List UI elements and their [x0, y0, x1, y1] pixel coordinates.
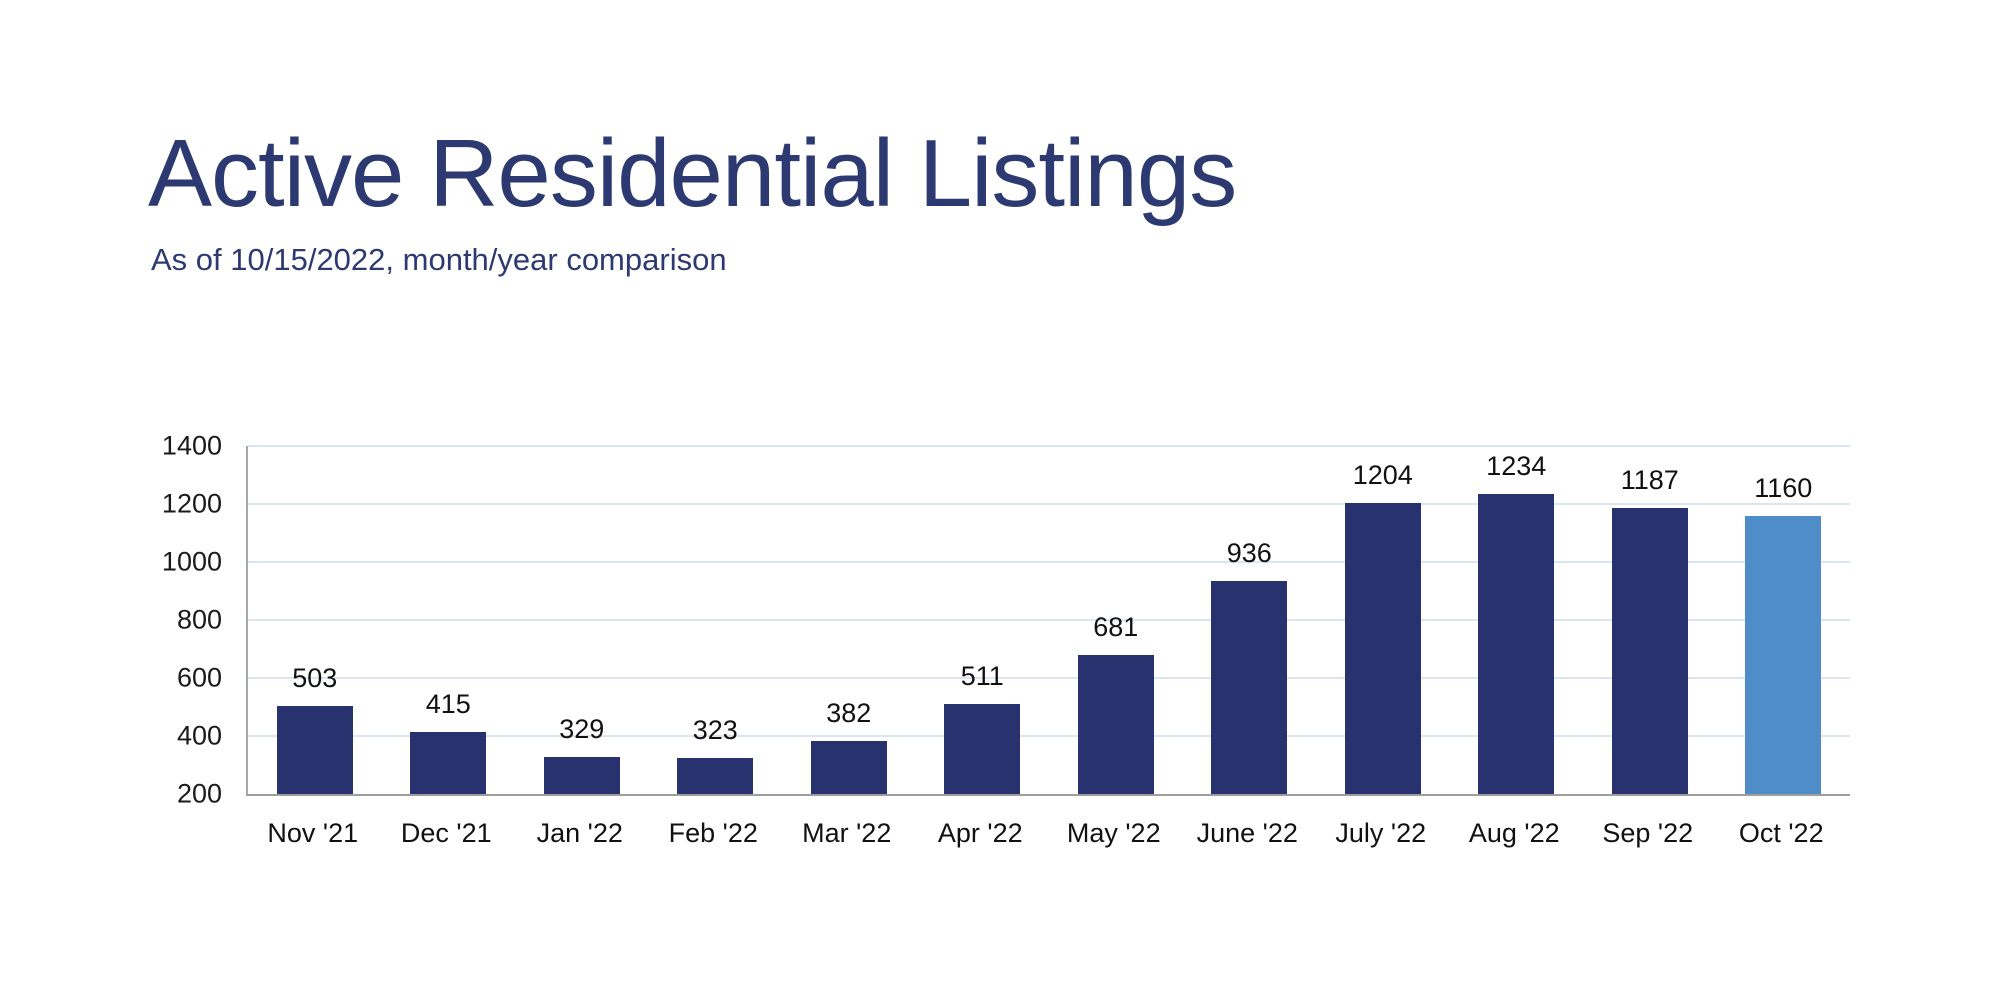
x-tick-label: Nov '21 [267, 818, 359, 848]
bar-value-label: 415 [425, 688, 471, 719]
gridline [248, 619, 1850, 621]
bar [410, 731, 487, 794]
y-tick-label: 1400 [161, 430, 222, 461]
x-tick-label: June '22 [1196, 818, 1298, 848]
bar-value-label: 681 [1093, 611, 1139, 642]
gridline [248, 445, 1850, 447]
x-tick-label: Apr '22 [937, 818, 1023, 848]
bar [276, 706, 353, 794]
bar [1211, 580, 1288, 794]
bar [1478, 494, 1555, 794]
x-tick-label: Aug '22 [1468, 818, 1560, 848]
y-tick-label: 800 [176, 604, 222, 635]
x-axis: Nov '21 Dec '21 Jan '22 Feb '22 Mar '22 Apr '… [246, 812, 1848, 856]
y-tick-label: 1200 [161, 488, 222, 519]
bar-highlighted [1745, 515, 1822, 794]
bar [677, 758, 754, 794]
x-tick-label: July '22 [1335, 818, 1427, 848]
bar-value-label: 382 [826, 698, 872, 729]
plot-area: 503 415 329 323 382 511 681 936 1204 1234 1187 1160 [246, 445, 1850, 796]
y-tick-label: 1000 [161, 546, 222, 577]
bar-value-label: 323 [692, 715, 738, 746]
y-tick-label: 600 [176, 662, 222, 693]
gridline [248, 677, 1850, 679]
bar [1344, 502, 1421, 794]
bar [1077, 654, 1154, 794]
bar-value-label: 936 [1226, 537, 1272, 568]
bar-value-label: 503 [292, 663, 338, 694]
gridline [248, 735, 1850, 737]
bar-value-label: 1234 [1486, 451, 1547, 482]
x-tick-label: Dec '21 [400, 818, 492, 848]
x-tick-label: Sep '22 [1602, 818, 1694, 848]
gridline [248, 503, 1850, 505]
bar-value-label: 1187 [1620, 464, 1679, 495]
x-tick-label: May '22 [1066, 818, 1161, 848]
bar [543, 756, 620, 794]
bar-value-label: 511 [960, 660, 1004, 691]
x-tick-label: Oct '22 [1738, 818, 1824, 848]
x-tick-label: Mar '22 [802, 818, 892, 848]
bar [810, 741, 887, 794]
chart-subtitle: As of 10/15/2022, month/year comparison [151, 242, 727, 277]
chart-title: Active Residential Listings [148, 120, 1237, 227]
gridline [248, 561, 1850, 563]
bar [944, 703, 1021, 794]
bar [1611, 507, 1688, 794]
bar-value-label: 1204 [1352, 459, 1413, 490]
y-tick-label: 400 [176, 720, 222, 751]
bar-value-label: 329 [559, 713, 605, 744]
y-tick-label: 200 [176, 778, 222, 809]
x-tick-label: Jan '22 [536, 818, 623, 848]
bar-value-label: 1160 [1754, 472, 1813, 503]
y-axis: 200 400 600 800 1000 1200 1400 [90, 431, 222, 809]
x-tick-label: Feb '22 [668, 818, 758, 848]
